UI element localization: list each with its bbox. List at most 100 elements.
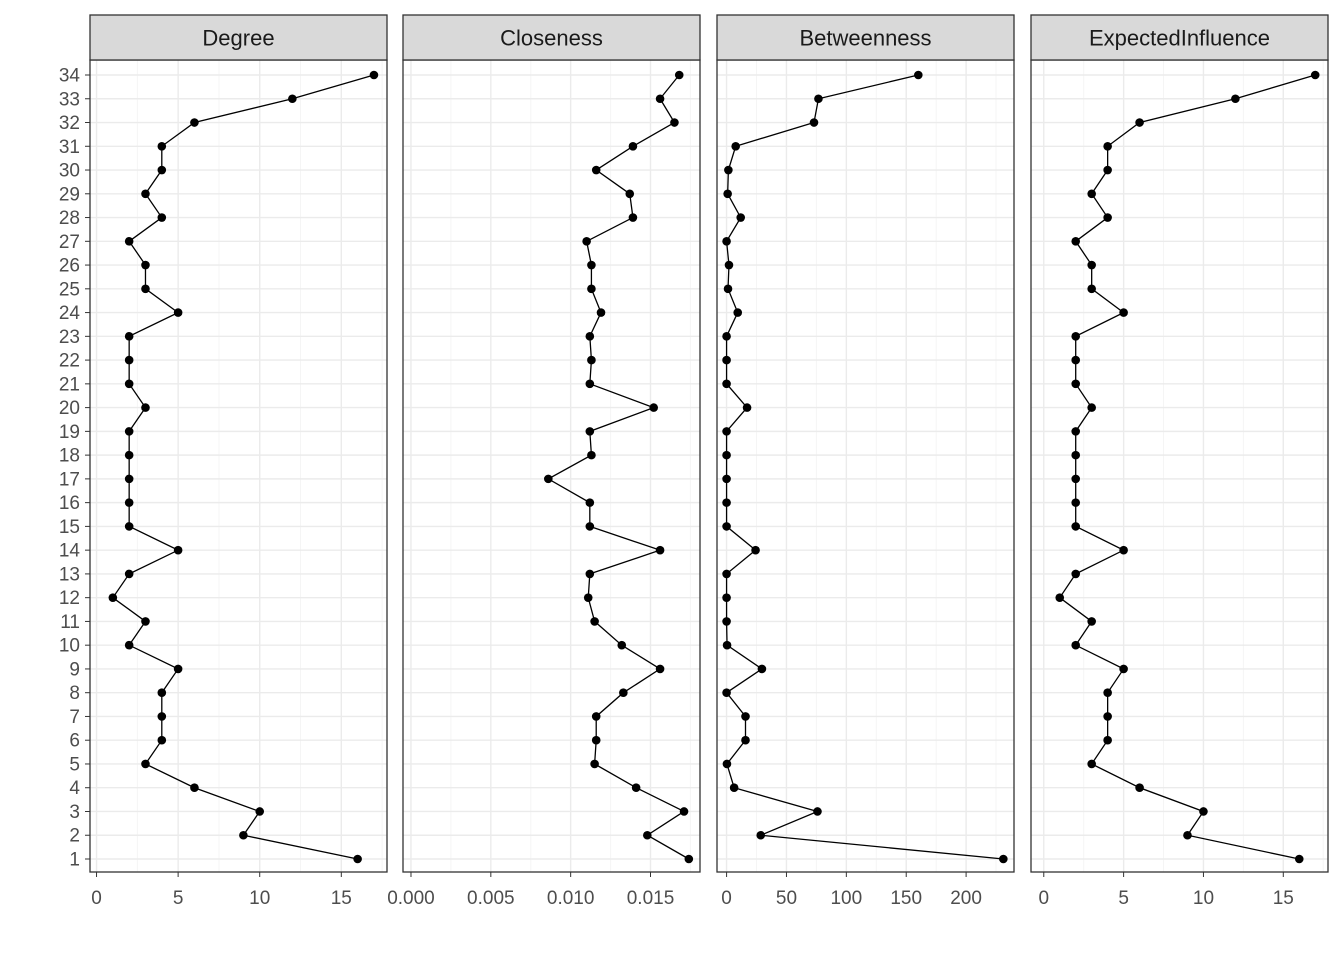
data-point — [585, 569, 595, 579]
panel-background — [1031, 60, 1328, 872]
x-tick-label: 0.000 — [387, 888, 435, 909]
data-point — [124, 522, 134, 531]
data-point — [1071, 498, 1081, 507]
data-point — [722, 617, 731, 626]
data-point — [124, 498, 134, 507]
data-point — [124, 569, 134, 579]
y-tick-label: 31 — [59, 137, 80, 158]
data-point — [729, 783, 739, 793]
y-tick-label: 3 — [69, 802, 80, 823]
data-point — [124, 474, 134, 484]
data-point — [582, 237, 591, 246]
data-point — [631, 783, 641, 793]
data-point — [1071, 640, 1081, 650]
y-tick-label: 33 — [59, 89, 80, 110]
data-point — [733, 308, 743, 317]
data-point — [1087, 403, 1096, 412]
y-tick-label: 26 — [59, 256, 80, 277]
x-tick-label: 0.005 — [467, 888, 515, 909]
data-point — [1071, 237, 1081, 246]
y-tick-label: 25 — [59, 279, 80, 300]
data-point — [141, 260, 150, 270]
data-point — [585, 498, 595, 507]
data-point — [1071, 450, 1081, 460]
data-point — [1103, 141, 1112, 151]
y-tick-label: 32 — [59, 113, 80, 134]
x-tick-label: 0 — [721, 888, 732, 909]
data-point — [617, 640, 627, 650]
data-point — [1087, 617, 1096, 626]
data-point — [141, 617, 150, 626]
data-point — [585, 332, 595, 341]
y-tick-label: 15 — [59, 517, 80, 538]
facet-strip — [89, 14, 388, 61]
data-point — [1231, 94, 1240, 104]
y-tick-label: 11 — [60, 612, 80, 633]
x-tick-label: 0.010 — [547, 888, 595, 909]
x-tick-label: 0 — [1038, 888, 1049, 909]
data-point — [751, 545, 760, 555]
data-point — [655, 664, 665, 674]
data-point — [1103, 688, 1112, 697]
data-point — [585, 522, 595, 531]
data-point — [190, 118, 199, 127]
data-point — [124, 427, 134, 436]
data-point — [756, 830, 766, 840]
data-point — [141, 759, 150, 769]
data-point — [655, 94, 665, 104]
data-point — [1071, 522, 1081, 531]
panel-background — [90, 60, 387, 872]
data-point — [1087, 189, 1096, 199]
data-point — [655, 545, 665, 555]
data-point — [1119, 545, 1128, 555]
facet-betweenness: Betweenness 0 50 100 150 200 — [716, 14, 1015, 909]
data-point — [190, 783, 199, 793]
data-point — [1087, 284, 1096, 294]
data-point — [914, 70, 923, 80]
data-point — [731, 141, 740, 151]
data-point — [255, 807, 265, 816]
x-tick-label: 15 — [1273, 888, 1294, 909]
data-point — [157, 712, 167, 721]
x-tick-label: 50 — [776, 888, 797, 909]
data-point — [741, 712, 750, 721]
data-point — [544, 474, 553, 484]
y-tick-label: 17 — [59, 469, 80, 490]
data-point — [814, 94, 823, 104]
x-tick-label: 10 — [1193, 888, 1214, 909]
x-tick-label: 0 — [91, 888, 102, 909]
data-point — [585, 427, 595, 436]
data-point — [124, 237, 134, 246]
data-point — [999, 854, 1008, 864]
y-tick-label: 8 — [69, 683, 80, 704]
data-point — [722, 332, 731, 341]
data-point — [587, 260, 596, 270]
facet-strip-label: Closeness — [500, 26, 603, 51]
data-point — [596, 308, 606, 317]
data-point — [684, 854, 694, 864]
y-axis: 1234567891011121314151617181920212223242… — [59, 66, 90, 871]
facet-strip-label: Degree — [202, 26, 274, 51]
data-point — [741, 735, 750, 745]
data-point — [124, 450, 134, 460]
facet-expectedinfluence: ExpectedInfluence 0 5 10 15 — [1030, 14, 1329, 909]
data-point — [1103, 735, 1112, 745]
facet-strip — [1030, 14, 1329, 61]
facet-closeness: Closeness 0.000 0.005 0.010 0.015 — [387, 14, 701, 909]
data-point — [239, 830, 248, 840]
facet-strip — [402, 14, 701, 61]
data-point — [1055, 593, 1065, 602]
data-point — [722, 355, 731, 365]
data-point — [157, 688, 167, 697]
data-point — [587, 355, 596, 365]
y-tick-label: 4 — [69, 778, 80, 799]
series-line — [546, 74, 690, 860]
facet-strip — [716, 14, 1015, 61]
data-point — [141, 403, 150, 412]
data-point — [1071, 355, 1081, 365]
data-point — [1087, 260, 1096, 270]
x-tick-label: 150 — [890, 888, 922, 909]
data-point — [742, 403, 752, 412]
data-point — [591, 735, 601, 745]
